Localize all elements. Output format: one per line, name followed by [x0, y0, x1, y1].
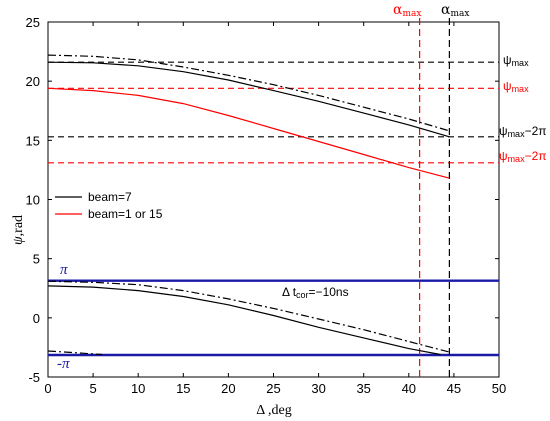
x-axis-label: Δ ,deg [256, 403, 291, 418]
alpha-max-red-label: αmax [393, 2, 421, 19]
reference-lines [48, 61, 499, 357]
y-tick-label: -5 [28, 370, 40, 385]
psi-max-red-label: ψmax [503, 79, 529, 94]
y-tick-label: 20 [26, 74, 40, 89]
y-tick-label: 15 [26, 133, 40, 148]
legend-label-beam7: beam=7 [88, 190, 132, 204]
x-tick-label: 35 [356, 381, 370, 396]
y-axis-label: ψ,rad [11, 215, 26, 245]
axis-ticks: 0 5 10 15 20 25 30 35 40 45 50 -5 0 5 10 15 20 25 [26, 15, 507, 396]
x-tick-label: 25 [266, 381, 280, 396]
psi-2pi-red-label: ψmax−2π [499, 149, 547, 164]
x-tick-label: 50 [492, 381, 506, 396]
x-tick-label: 20 [221, 381, 235, 396]
x-tick-label: 40 [402, 381, 416, 396]
series-group [47, 54, 450, 356]
legend: beam=7 beam=1 or 15 [55, 190, 163, 221]
pi-label: π [60, 262, 68, 278]
series-line-2 [47, 54, 450, 132]
x-tick-label: 45 [447, 381, 461, 396]
legend-label-beam1-15: beam=1 or 15 [88, 207, 163, 221]
y-tick-label: 5 [33, 252, 40, 267]
y-tick-label: 10 [26, 193, 40, 208]
neg-pi-label: -π [57, 356, 70, 372]
x-tick-label: 30 [311, 381, 325, 396]
series-line-4 [47, 280, 450, 353]
alpha-lines [419, 18, 450, 377]
alpha-max-black-label: αmax [441, 2, 469, 19]
x-tick-label: 0 [44, 381, 51, 396]
psi-max-black-label: ψmax [503, 53, 529, 68]
delta-t-annotation: Δ tcor=−10ns [282, 285, 349, 300]
y-tick-label: 25 [26, 15, 40, 30]
series-line-0 [47, 61, 450, 138]
x-tick-label: 5 [89, 381, 96, 396]
series-line-3 [47, 285, 441, 356]
psi-2pi-black-label: ψmax−2π [499, 124, 547, 139]
series-line-1 [47, 87, 450, 179]
y-tick-label: 0 [33, 311, 40, 326]
series-line-5 [47, 350, 103, 356]
x-tick-label: 15 [176, 381, 190, 396]
x-tick-label: 10 [131, 381, 145, 396]
